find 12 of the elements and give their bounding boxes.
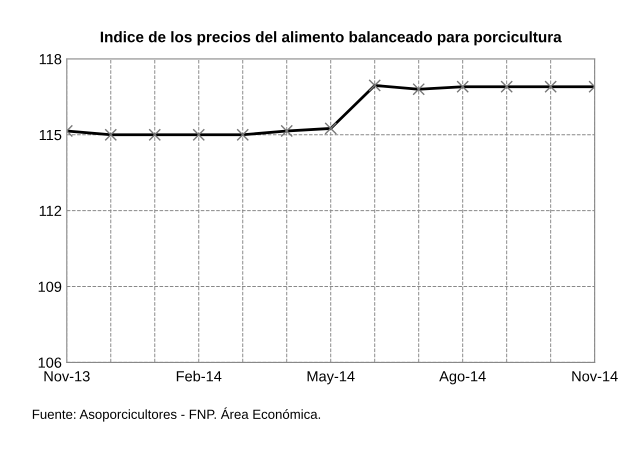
x-tick-label: May-14 (308, 371, 355, 384)
y-tick-label: 112 (40, 206, 62, 216)
x-tick-label: Nov-13 (44, 371, 90, 382)
y-tick-label: 118 (40, 54, 62, 64)
y-tick-label: 106 (38, 358, 62, 368)
x-tick-label: Feb-14 (176, 370, 222, 382)
x-tick-label: Ago-14 (439, 371, 486, 384)
y-tick-label: 109 (38, 282, 62, 292)
chart-title: Indice de los precios del alimento balanceado para porcicultura (100, 31, 562, 46)
y-tick-label: 115 (40, 130, 62, 140)
source-note: Fuente: Asoporcicultores - FNP. Área Económica. (32, 407, 320, 422)
x-tick-label: Nov-14 (572, 371, 618, 382)
